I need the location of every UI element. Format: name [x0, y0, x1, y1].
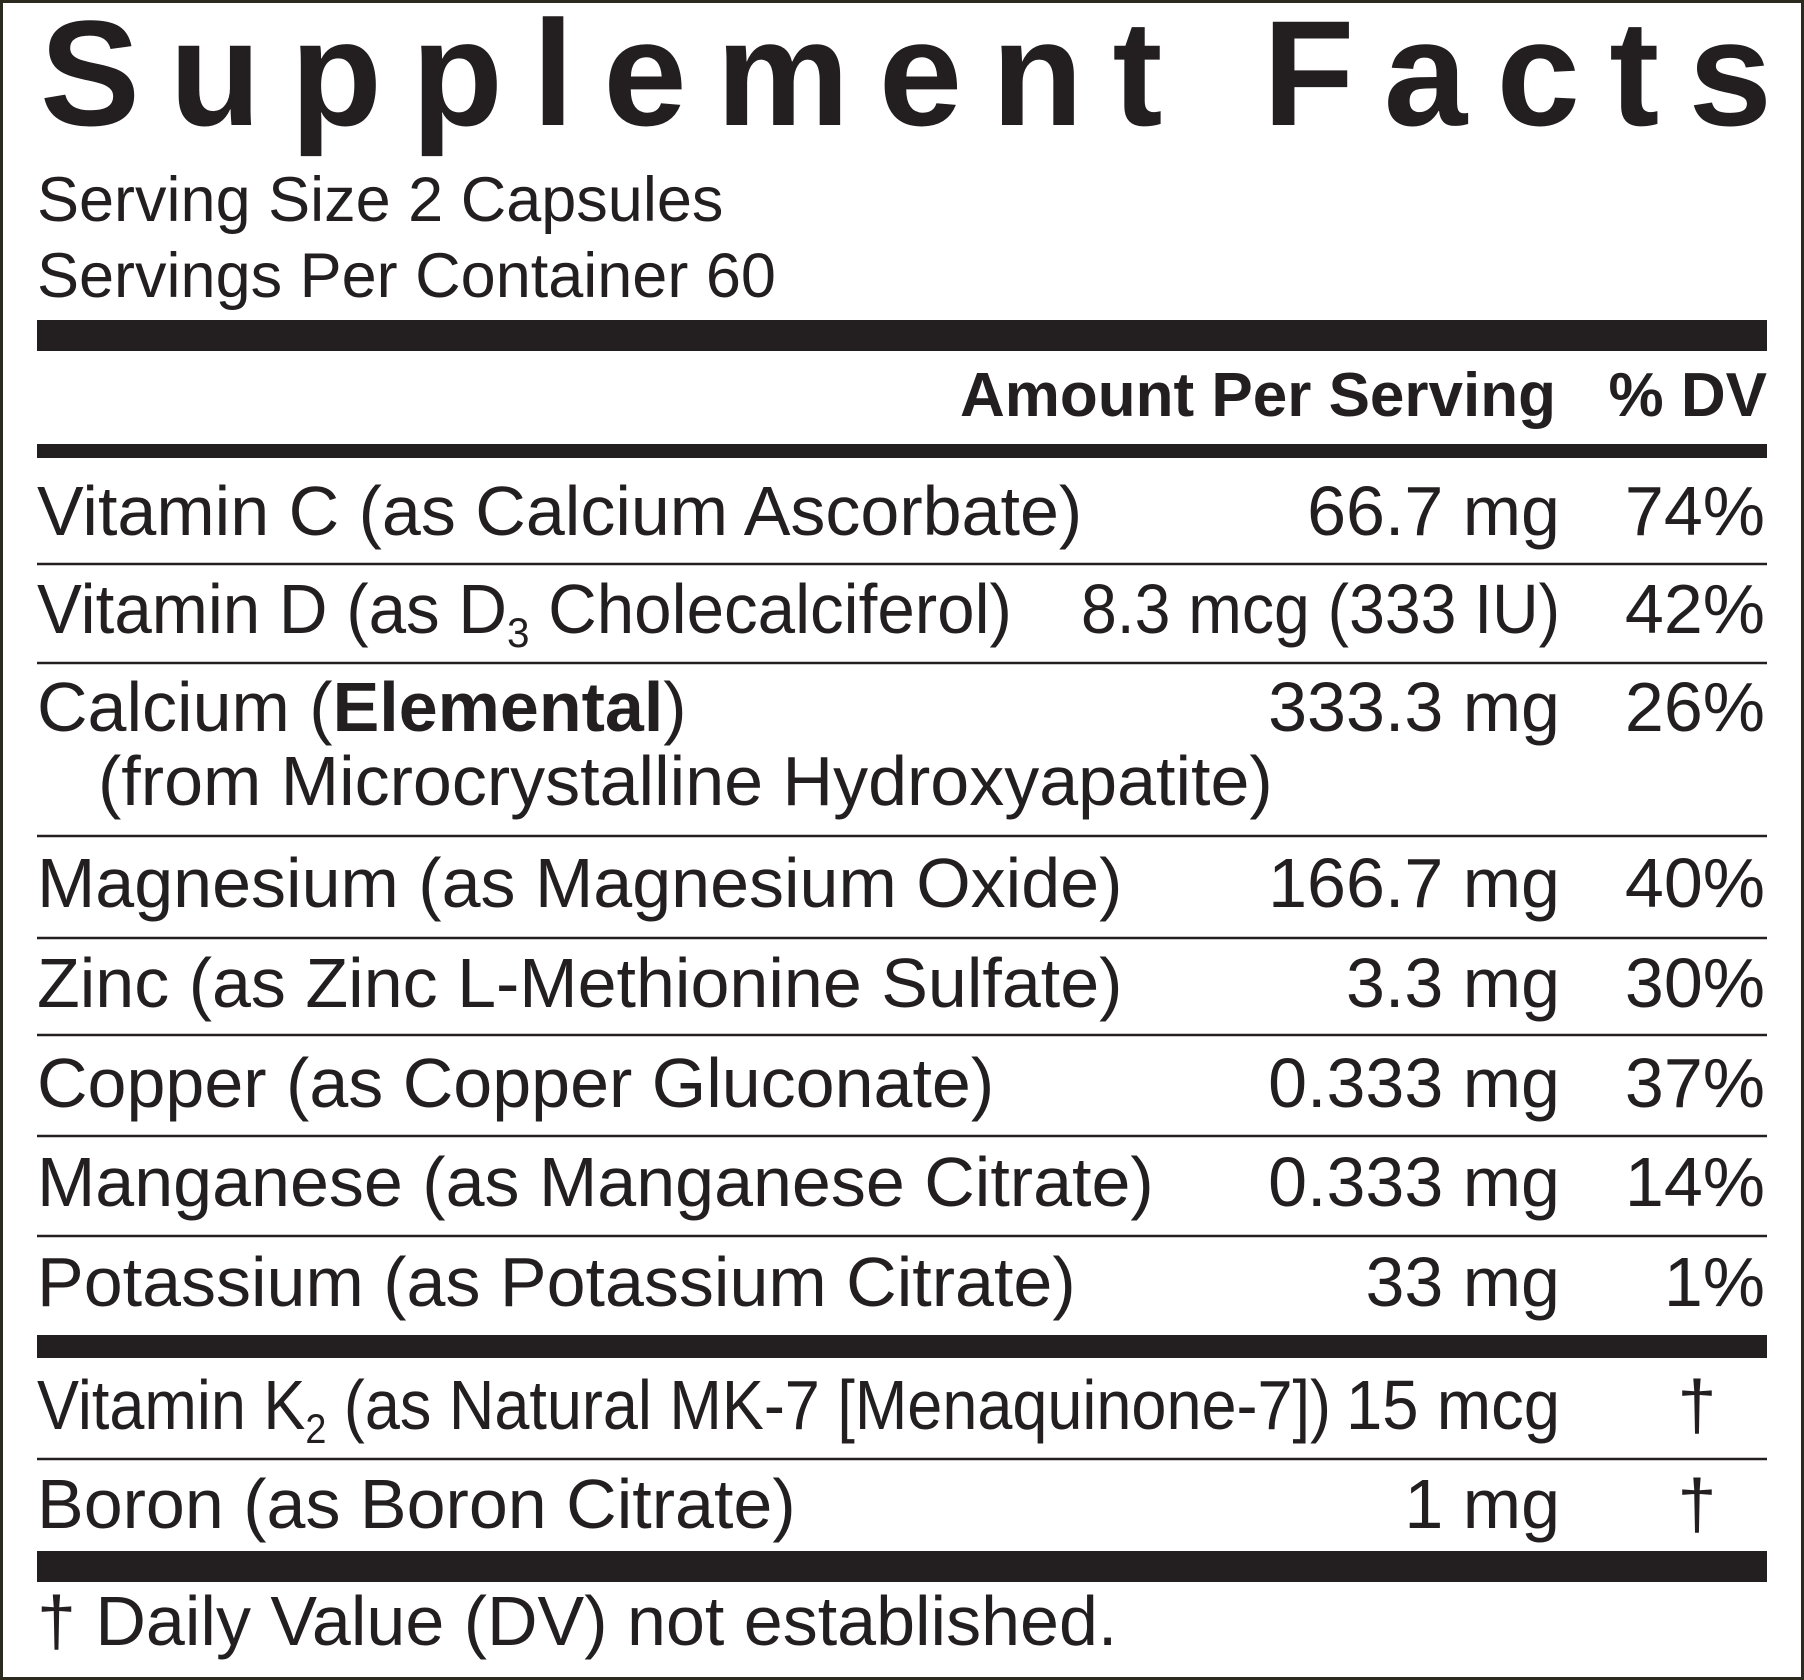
nutrient-source: (from Microcrystalline Hydroxyapatite)	[98, 742, 1273, 820]
nutrient-name: Vitamin D (as D3 Cholecalciferol)	[37, 570, 1012, 656]
dv: 74%	[1625, 472, 1765, 550]
title: Supplement Facts	[40, 0, 1772, 157]
dv-header: % DV	[1609, 361, 1767, 430]
dv: 14%	[1625, 1143, 1765, 1221]
dv: 1%	[1664, 1243, 1765, 1321]
name-part: )	[663, 668, 686, 746]
nutrient-name: Zinc (as Zinc L-Methionine Sulfate)	[37, 944, 1122, 1022]
nutrient-name: Magnesium (as Magnesium Oxide)	[37, 844, 1122, 922]
dv: †	[1678, 1366, 1717, 1444]
amount: 166.7 mg	[1268, 844, 1560, 922]
subscript: 2	[305, 1405, 326, 1452]
nutrient-name: Boron (as Boron Citrate)	[37, 1465, 796, 1543]
subscript: 3	[507, 609, 529, 656]
name-part: Vitamin K	[37, 1366, 305, 1444]
amount: 333.3 mg	[1268, 668, 1560, 746]
dv: 26%	[1625, 668, 1765, 746]
serving-size: Serving Size 2 Capsules	[37, 165, 723, 235]
amount: 8.3 mcg (333 IU)	[1081, 570, 1560, 648]
dv: 40%	[1625, 844, 1765, 922]
dv: 37%	[1625, 1044, 1765, 1122]
medium-rule	[37, 444, 1767, 458]
name-bold: Elemental	[333, 668, 664, 746]
dv: 30%	[1625, 944, 1765, 1022]
amount: 0.333 mg	[1268, 1143, 1560, 1221]
nutrient-name: Copper (as Copper Gluconate)	[37, 1044, 994, 1122]
dv: †	[1678, 1465, 1717, 1543]
nutrient-name: Vitamin K2 (as Natural MK-7 [Menaquinone…	[37, 1366, 1331, 1452]
nutrient-name: Vitamin C (as Calcium Ascorbate)	[37, 472, 1082, 550]
thick-rule	[37, 1551, 1767, 1582]
amount-header: Amount Per Serving	[960, 361, 1556, 430]
amount: 3.3 mg	[1346, 944, 1560, 1022]
amount: 0.333 mg	[1268, 1044, 1560, 1122]
name-part: Cholecalciferol)	[529, 570, 1012, 648]
nutrient-name: Calcium (Elemental)	[37, 668, 687, 746]
thick-rule	[37, 320, 1767, 351]
name-part: Calcium (	[37, 668, 333, 746]
thick-rule	[37, 1335, 1767, 1358]
amount: 1 mg	[1404, 1465, 1560, 1543]
amount: 33 mg	[1365, 1243, 1560, 1321]
name-part: (as Natural MK-7 [Menaquinone-7])	[326, 1366, 1331, 1444]
nutrient-name: Potassium (as Potassium Citrate)	[37, 1243, 1076, 1321]
name-part: Vitamin D (as D	[37, 570, 507, 648]
amount: 15 mcg	[1346, 1366, 1560, 1444]
nutrient-name: Manganese (as Manganese Citrate)	[37, 1143, 1154, 1221]
amount: 66.7 mg	[1307, 472, 1560, 550]
servings-per-container: Servings Per Container 60	[37, 241, 776, 311]
dv: 42%	[1625, 570, 1765, 648]
footnote: † Daily Value (DV) not established.	[37, 1582, 1117, 1660]
